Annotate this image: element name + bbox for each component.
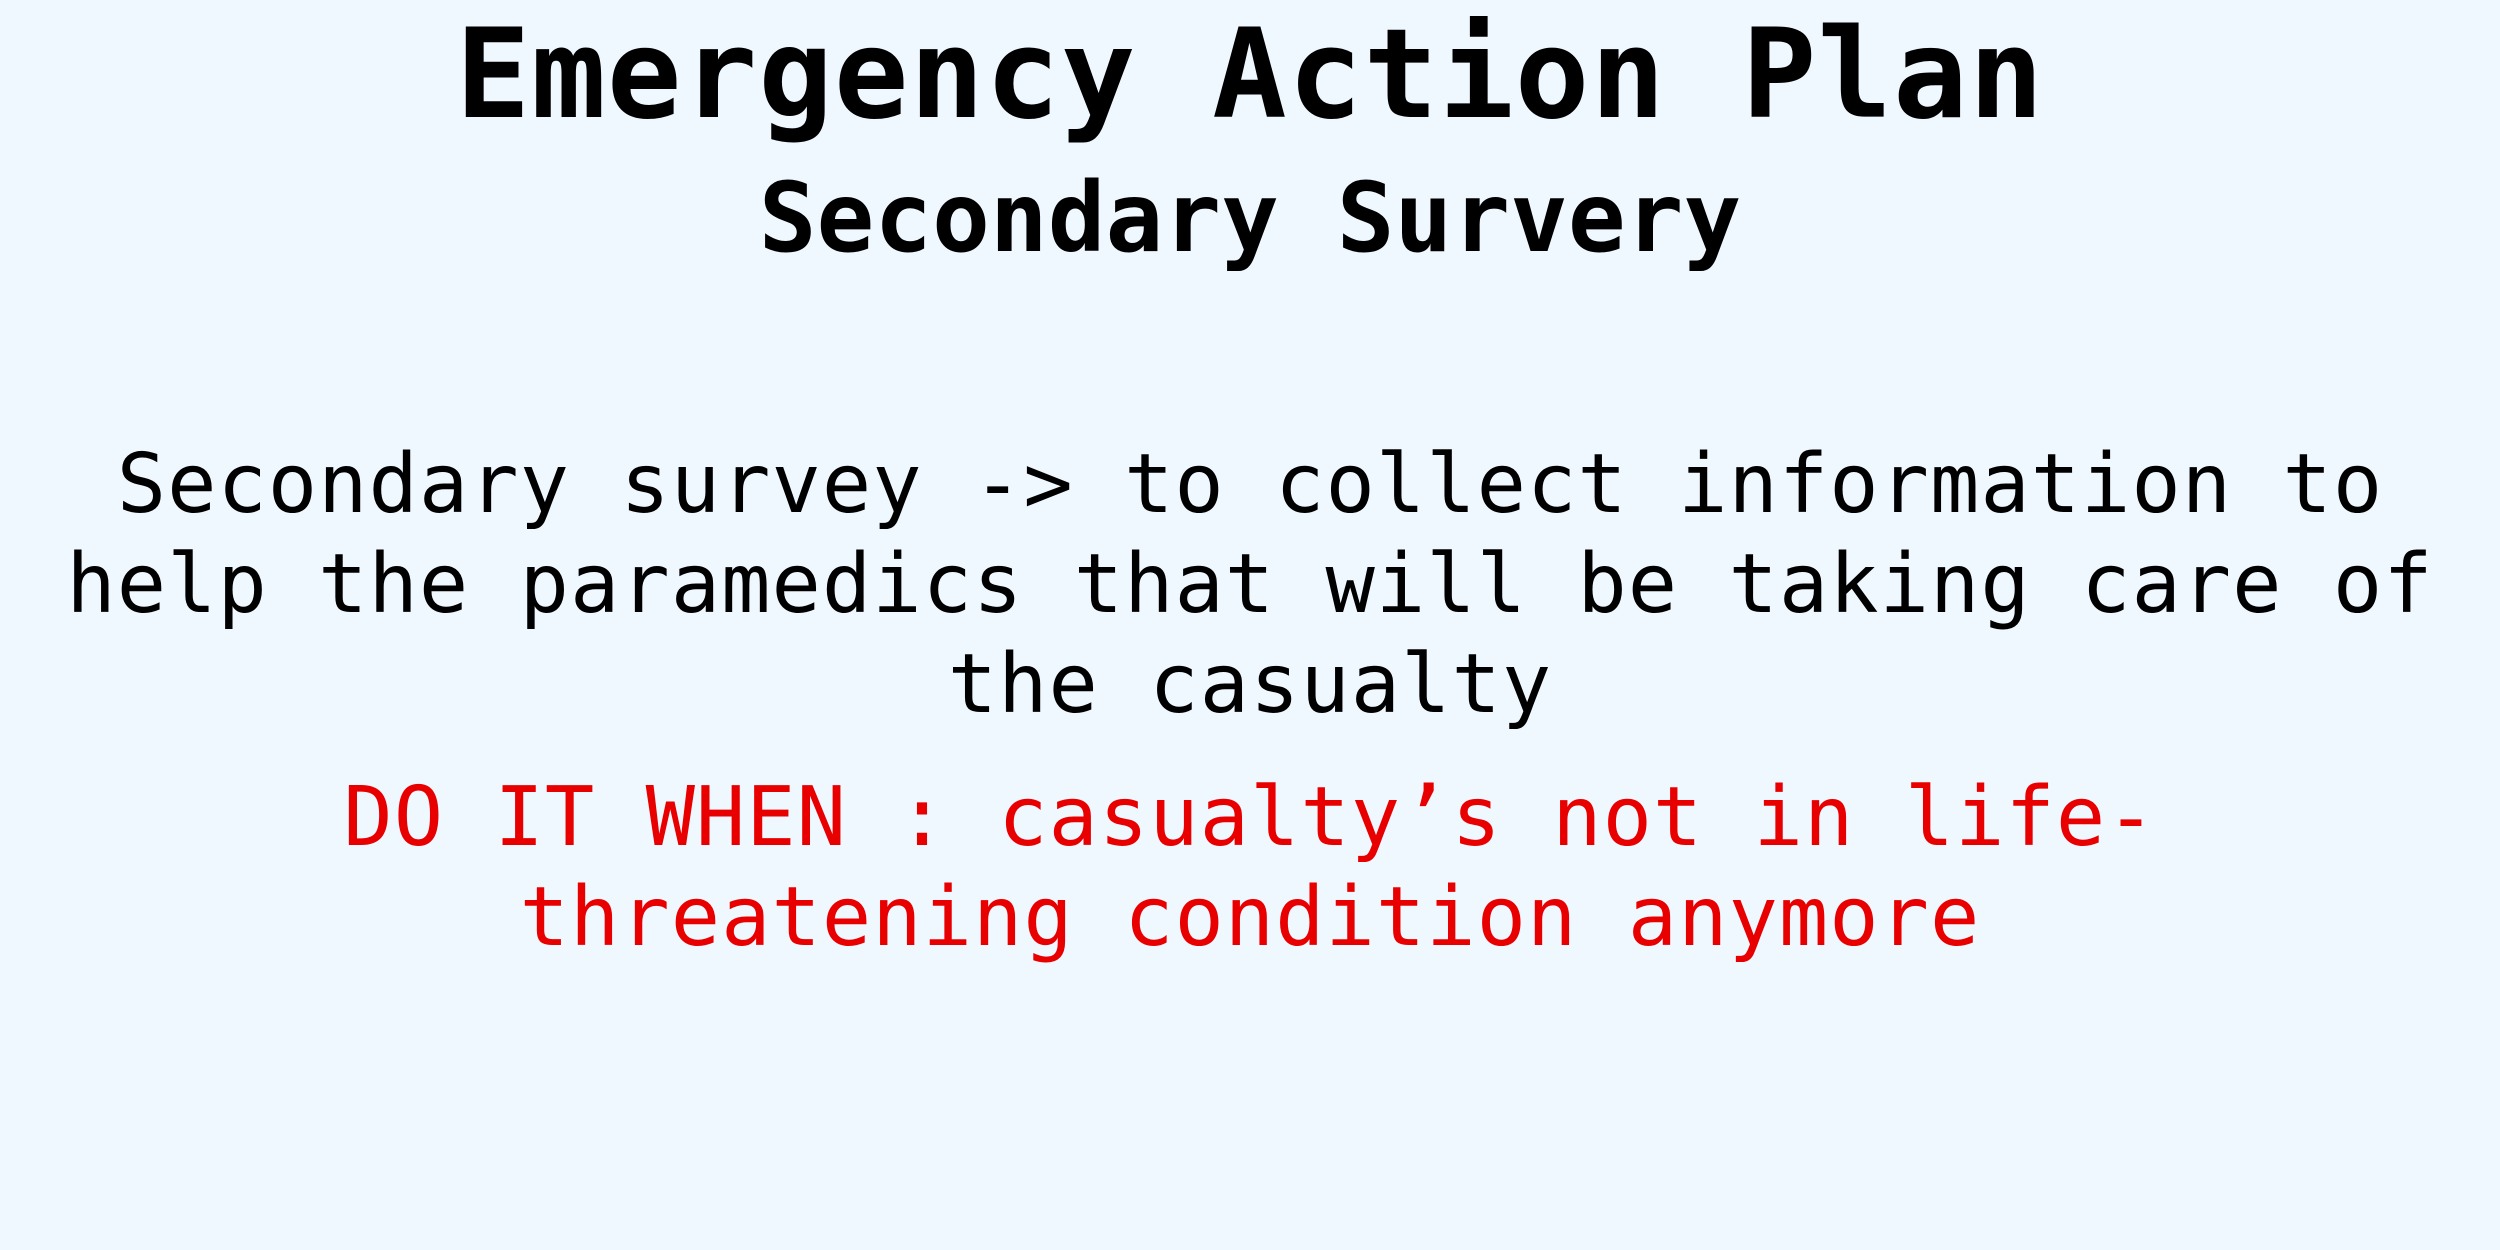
slide-title: Emergency Action Plan bbox=[455, 3, 2045, 147]
warning-text: DO IT WHEN : casualty’s not in life-thre… bbox=[343, 770, 2157, 965]
slide-subtitle: Secondary Survery bbox=[758, 162, 1742, 274]
body-text: Secondary survey -> to collect informati… bbox=[66, 437, 2434, 732]
